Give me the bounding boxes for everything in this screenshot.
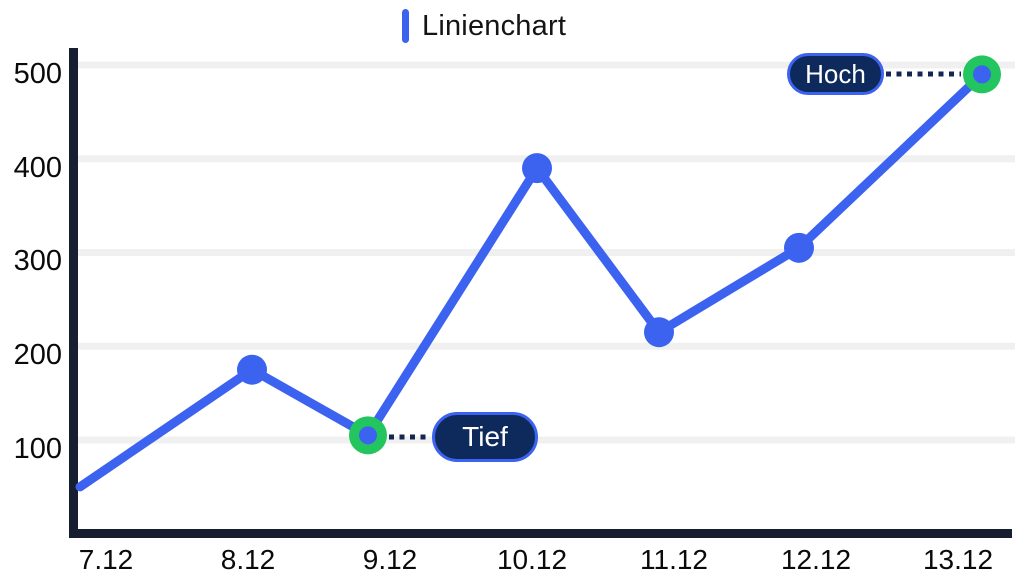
- chart-header: Linienchart: [402, 9, 566, 43]
- x-axis-labels: 7.12 8.12 9.12 10.12 11.12 12.12 13.12: [35, 544, 1025, 576]
- x-axis-tick-label: 8.12: [220, 544, 276, 575]
- y-axis-tick-label: 200: [13, 339, 62, 371]
- data-point[interactable]: [237, 354, 267, 385]
- x-axis-tick-label: 13.12: [922, 544, 994, 575]
- data-point[interactable]: [784, 232, 814, 263]
- y-axis-line: [69, 48, 78, 538]
- y-axis-tick-label: 500: [13, 58, 62, 90]
- x-axis-tick-label: 12.12: [780, 544, 852, 575]
- x-axis-tick-label: 9.12: [362, 544, 418, 575]
- y-axis-tick-label: 100: [13, 433, 62, 465]
- annotation-badge-hoch: Hoch: [787, 53, 884, 95]
- title-accent-bar-icon: [402, 9, 409, 43]
- x-axis-line: [69, 529, 1012, 538]
- x-axis-tick-label: 7.12: [78, 544, 134, 575]
- x-axis-tick-label: 10.12: [496, 544, 568, 575]
- chart-title: Linienchart: [422, 10, 567, 42]
- annotation-marker-center: [973, 65, 991, 84]
- data-point[interactable]: [644, 317, 674, 348]
- annotation-marker-center: [359, 426, 377, 445]
- data-point[interactable]: [522, 153, 552, 184]
- annotation-badge-tief: Tief: [432, 412, 538, 462]
- y-axis-tick-label: 300: [13, 245, 62, 277]
- x-axis-tick-label: 11.12: [640, 544, 708, 575]
- y-axis-tick-label: 400: [13, 152, 62, 184]
